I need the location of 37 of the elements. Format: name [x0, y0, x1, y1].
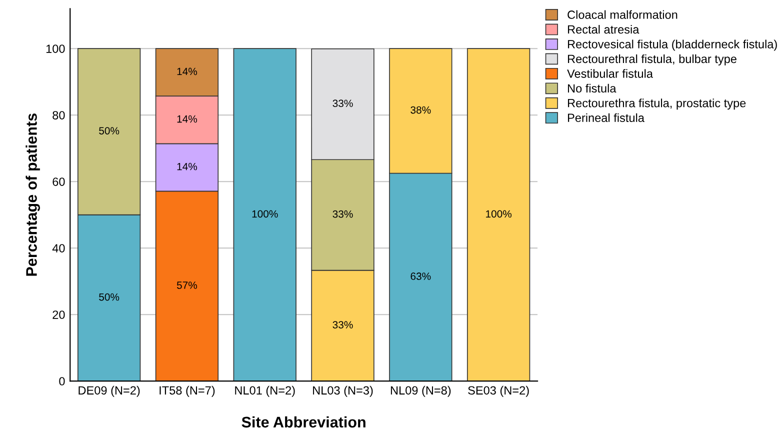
- x-tick-label: NL03 (N=3): [313, 386, 373, 397]
- y-tick-label: 100: [46, 44, 65, 53]
- data-label: 14%: [177, 162, 198, 170]
- bar: [466, 48, 530, 382]
- legend-label: No fistula: [568, 84, 616, 93]
- x-tick-label: SE03 (N=2): [468, 386, 529, 397]
- data-label: 57%: [176, 282, 198, 289]
- data-label: 63%: [410, 272, 431, 280]
- data-label: 38%: [410, 106, 431, 114]
- y-axis-title: Percentage of patients: [26, 114, 40, 276]
- data-label: 50%: [99, 293, 120, 301]
- data-label: 50%: [99, 127, 120, 134]
- x-tick-label: NL01 (N=2): [235, 386, 295, 397]
- y-tick-label: 0: [59, 377, 65, 386]
- data-label: 14%: [177, 68, 198, 76]
- legend-label: Perineal fistula: [568, 113, 644, 122]
- y-tick-label: 80: [52, 111, 65, 120]
- x-tick-label: DE09 (N=2): [78, 386, 140, 397]
- data-label: 33%: [332, 100, 353, 108]
- x-axis-title: Site Abbreviation: [242, 416, 366, 428]
- x-tick-label: NL09 (N=8): [390, 386, 451, 397]
- legend-label: Cloacal malformation: [568, 10, 678, 19]
- y-tick-label: 40: [52, 244, 65, 252]
- legend-label: Rectovesical fistula (bladderneck fistula): [568, 40, 777, 51]
- legend-label: Rectourethral fistula, bulbar type: [568, 54, 736, 66]
- legend-label: Rectal atresia: [568, 24, 640, 34]
- x-tick-label: IT58 (N=7): [160, 386, 215, 397]
- legend-label: Vestibular fistula: [567, 69, 653, 78]
- data-label: 14%: [177, 115, 198, 123]
- data-label: 100%: [252, 210, 278, 218]
- y-tick-label: 20: [52, 310, 65, 319]
- data-label: 33%: [332, 321, 353, 328]
- data-label: 33%: [332, 210, 353, 218]
- y-tick-label: 60: [52, 178, 65, 186]
- data-label: 100%: [486, 210, 512, 218]
- bar: [233, 48, 296, 382]
- legend-label: Rectourethra fistula, prostatic type: [568, 98, 746, 110]
